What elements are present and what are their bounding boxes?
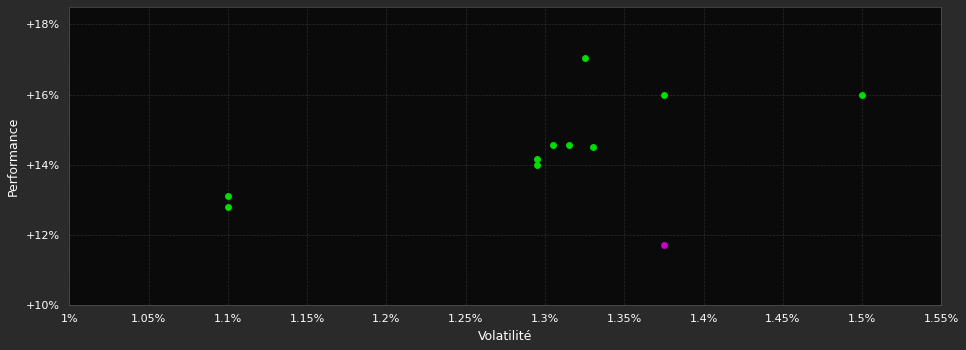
Point <box>529 156 545 162</box>
X-axis label: Volatilité: Volatilité <box>478 330 532 343</box>
Point <box>220 193 236 199</box>
Point <box>584 144 600 150</box>
Point <box>545 142 560 148</box>
Y-axis label: Performance: Performance <box>7 116 20 196</box>
Point <box>656 92 671 97</box>
Point <box>656 243 671 248</box>
Point <box>854 92 869 97</box>
Point <box>220 204 236 209</box>
Point <box>577 55 592 61</box>
Point <box>529 162 545 167</box>
Point <box>561 142 577 148</box>
